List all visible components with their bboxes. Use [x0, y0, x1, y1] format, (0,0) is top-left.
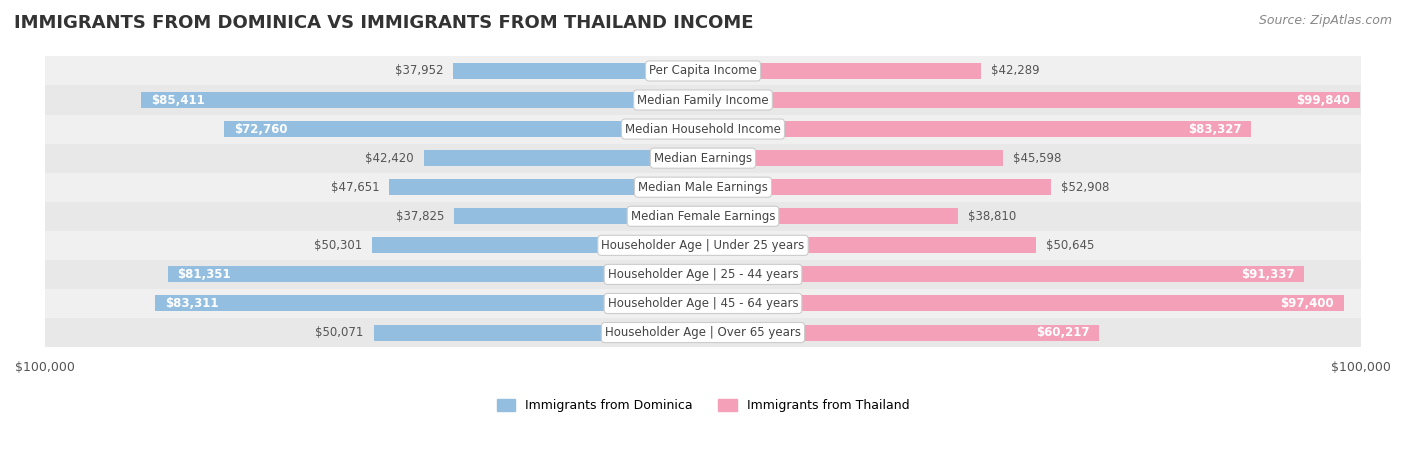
Bar [155, 296, 703, 311]
Text: Median Female Earnings: Median Female Earnings [631, 210, 775, 223]
Text: Householder Age | Under 25 years: Householder Age | Under 25 years [602, 239, 804, 252]
Bar [167, 266, 703, 283]
Text: $50,071: $50,071 [315, 326, 364, 339]
Text: $37,952: $37,952 [395, 64, 443, 78]
Text: $99,840: $99,840 [1296, 93, 1350, 106]
Text: Householder Age | 25 - 44 years: Householder Age | 25 - 44 years [607, 268, 799, 281]
Text: IMMIGRANTS FROM DOMINICA VS IMMIGRANTS FROM THAILAND INCOME: IMMIGRANTS FROM DOMINICA VS IMMIGRANTS F… [14, 14, 754, 32]
Text: $42,420: $42,420 [366, 152, 413, 165]
Bar [45, 85, 1361, 114]
Text: $38,810: $38,810 [969, 210, 1017, 223]
Bar [45, 114, 1361, 144]
Text: $47,651: $47,651 [330, 181, 380, 194]
Bar [703, 179, 1052, 195]
Text: $60,217: $60,217 [1036, 326, 1090, 339]
Bar [454, 208, 703, 224]
Bar [703, 63, 981, 79]
Text: $37,825: $37,825 [396, 210, 444, 223]
Bar [703, 208, 959, 224]
Bar [703, 92, 1360, 108]
Bar [45, 318, 1361, 347]
Text: Median Male Earnings: Median Male Earnings [638, 181, 768, 194]
Bar [45, 144, 1361, 173]
Text: $52,908: $52,908 [1062, 181, 1109, 194]
Text: Median Earnings: Median Earnings [654, 152, 752, 165]
Text: $81,351: $81,351 [177, 268, 231, 281]
Bar [45, 173, 1361, 202]
Text: $83,327: $83,327 [1188, 122, 1241, 135]
Bar [45, 202, 1361, 231]
Text: Householder Age | 45 - 64 years: Householder Age | 45 - 64 years [607, 297, 799, 310]
Bar [45, 57, 1361, 85]
Bar [389, 179, 703, 195]
Text: $85,411: $85,411 [150, 93, 204, 106]
Text: $45,598: $45,598 [1012, 152, 1062, 165]
Bar [703, 266, 1303, 283]
Text: $42,289: $42,289 [991, 64, 1040, 78]
Bar [703, 121, 1251, 137]
Text: Median Family Income: Median Family Income [637, 93, 769, 106]
Text: $97,400: $97,400 [1281, 297, 1334, 310]
Bar [703, 237, 1036, 253]
Text: $50,645: $50,645 [1046, 239, 1094, 252]
Legend: Immigrants from Dominica, Immigrants from Thailand: Immigrants from Dominica, Immigrants fro… [492, 394, 914, 417]
Bar [45, 231, 1361, 260]
Bar [703, 296, 1344, 311]
Text: Householder Age | Over 65 years: Householder Age | Over 65 years [605, 326, 801, 339]
Bar [141, 92, 703, 108]
Bar [45, 260, 1361, 289]
Bar [45, 289, 1361, 318]
Bar [703, 325, 1099, 340]
Bar [453, 63, 703, 79]
Bar [224, 121, 703, 137]
Bar [373, 237, 703, 253]
Text: Source: ZipAtlas.com: Source: ZipAtlas.com [1258, 14, 1392, 27]
Text: $72,760: $72,760 [233, 122, 288, 135]
Text: $83,311: $83,311 [165, 297, 218, 310]
Bar [423, 150, 703, 166]
Text: Median Household Income: Median Household Income [626, 122, 780, 135]
Bar [374, 325, 703, 340]
Text: $50,301: $50,301 [314, 239, 363, 252]
Text: Per Capita Income: Per Capita Income [650, 64, 756, 78]
Bar [703, 150, 1002, 166]
Text: $91,337: $91,337 [1240, 268, 1294, 281]
